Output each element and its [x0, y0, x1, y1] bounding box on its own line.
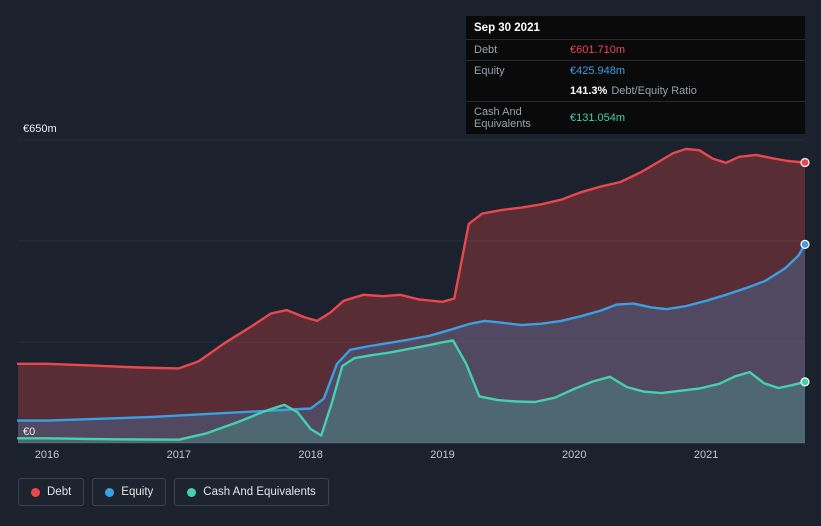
legend-item-equity[interactable]: Equity: [92, 478, 167, 506]
tooltip-ratio-label: Debt/Equity Ratio: [611, 85, 697, 97]
debt-dot-icon: [31, 487, 40, 497]
debt-line: [16, 147, 807, 370]
tooltip-panel: Sep 30 2021 Debt €601.710m Equity €425.9…: [466, 16, 805, 134]
x-axis-label: 2019: [430, 449, 455, 461]
legend-equity-label: Equity: [121, 486, 154, 498]
tooltip-cash-label: Cash And Equivalents: [474, 106, 531, 130]
cash-dot-icon: [187, 487, 197, 497]
x-axis-label: 2020: [562, 449, 587, 461]
legend: Debt Equity Cash And Equivalents: [18, 478, 329, 506]
cash-and-equivalents-endpoint-marker: [800, 377, 810, 387]
legend-debt-label: Debt: [47, 486, 72, 498]
tooltip-date: Sep 30 2021: [466, 16, 805, 40]
tooltip-debt-value: €601.710m: [570, 44, 626, 56]
cash-and-equivalents-area: [18, 340, 805, 443]
tooltip-row-cash: Cash And Equivalents €131.054m: [466, 102, 805, 134]
x-axis-label: 2017: [166, 449, 192, 461]
chart-svg: [16, 139, 810, 444]
x-axis-label: 2021: [693, 449, 719, 461]
debt-area: [18, 148, 805, 443]
legend-cash-label: Cash And Equivalents: [203, 486, 316, 498]
tooltip-row-equity: Equity €425.948m: [466, 61, 805, 81]
legend-item-debt[interactable]: Debt: [18, 478, 85, 506]
x-axis-label: 2016: [34, 449, 60, 461]
equity-area: [18, 244, 805, 443]
tooltip-cash-value: €131.054m: [570, 112, 626, 124]
y-axis-label: €650m: [23, 123, 57, 135]
tooltip-row-debt: Debt €601.710m: [466, 40, 805, 61]
y-axis-label: €0: [23, 426, 36, 438]
debt-endpoint-marker: [800, 157, 810, 168]
legend-item-cash[interactable]: Cash And Equivalents: [174, 478, 329, 506]
equity-endpoint-marker: [800, 239, 810, 250]
x-axis-label: 2018: [298, 449, 323, 461]
tooltip-equity-label: Equity: [474, 65, 505, 77]
tooltip-row-ratio: 141.3% Debt/Equity Ratio: [466, 81, 805, 102]
tooltip-debt-label: Debt: [474, 44, 498, 56]
plot-area[interactable]: [16, 139, 810, 444]
tooltip-equity-value: €425.948m: [570, 65, 626, 77]
cash-and-equivalents-line: [16, 339, 807, 441]
tooltip-ratio-value: 141.3%: [570, 85, 608, 97]
equity-dot-icon: [105, 487, 115, 497]
